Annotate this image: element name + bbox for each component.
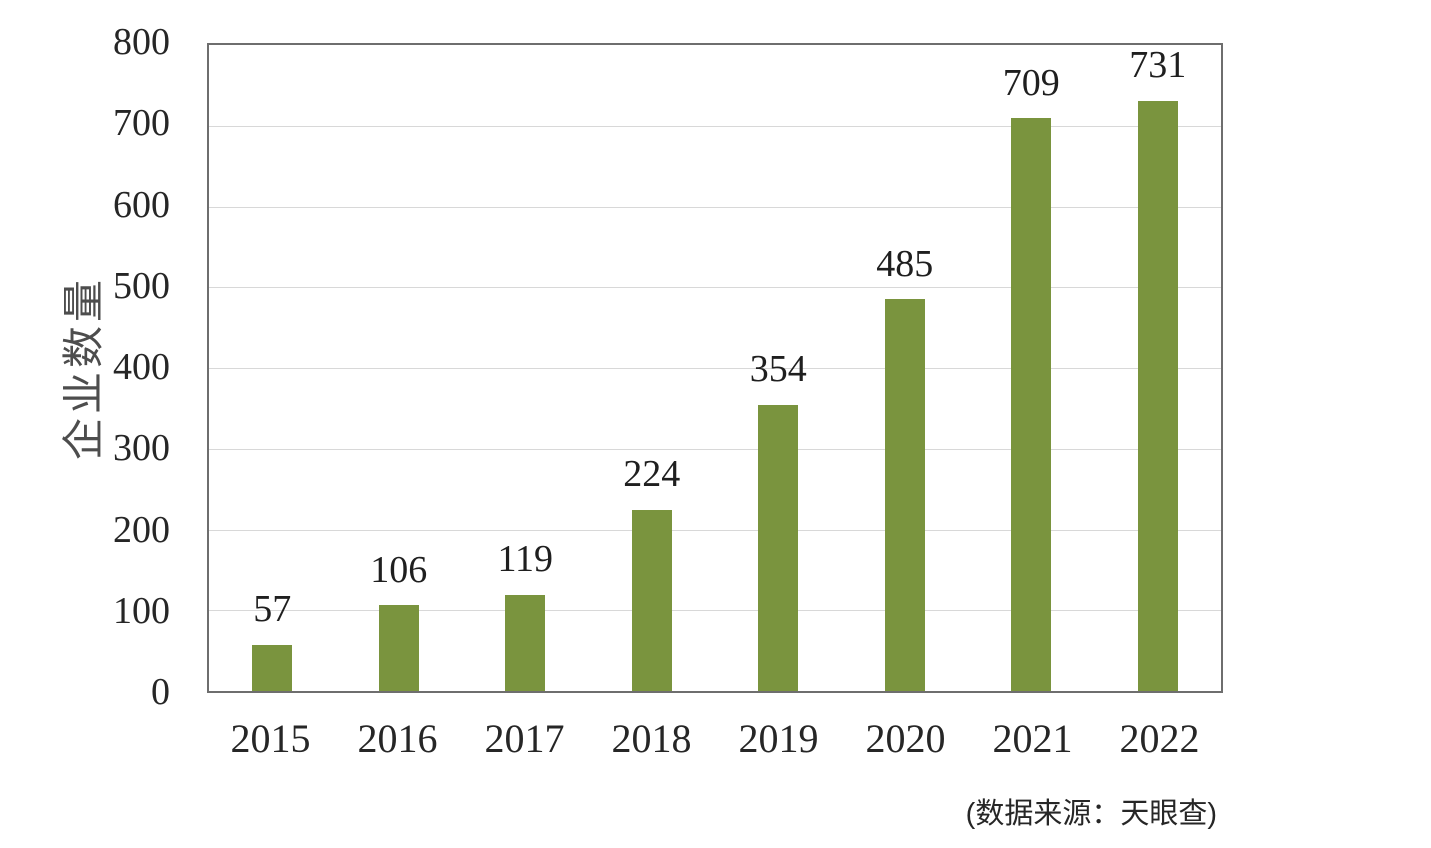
gridline [209,287,1221,289]
bar-2015 [252,644,293,691]
bar-slot: 119 [462,45,589,691]
y-tick-label: 0 [151,671,170,714]
data-label: 224 [623,453,681,496]
y-tick-label: 600 [113,183,170,226]
y-tick-label: 300 [113,427,170,470]
bar-2021 [1011,118,1052,691]
x-axis-labels: 2015 2016 2017 2018 2019 2020 2021 2022 [207,715,1223,763]
x-tick-label: 2019 [738,716,819,761]
bar-slot: 106 [336,45,463,691]
x-tick-label: 2017 [484,716,565,761]
bar-slot: 57 [209,45,336,691]
y-tick-label: 500 [113,264,170,307]
x-tick-label: 2021 [992,716,1073,761]
data-label: 485 [876,242,934,285]
data-label: 119 [497,538,554,581]
x-tick-label: 2018 [611,716,692,761]
gridline [209,610,1221,612]
bar-slot: 731 [1095,43,1222,691]
gridline [209,206,1221,208]
data-label: 354 [749,348,807,391]
source-note: (数据来源：天眼查) [965,798,1217,830]
gridline [209,125,1221,127]
x-tick-label: 2020 [865,716,946,761]
bar-slot: 354 [715,45,842,691]
data-label: 731 [1129,43,1187,86]
gridline [209,448,1221,450]
bar-series: 57 106 119 224 354 485 709 731 [209,43,1222,691]
y-tick-label: 700 [113,102,170,145]
data-label: 57 [253,588,292,631]
x-tick-label: 2022 [1119,716,1200,761]
bar-slot: 709 [968,45,1095,691]
bar-2019 [758,405,799,691]
gridline [209,368,1221,369]
y-tick-label: 400 [113,346,170,389]
bar-2017 [505,594,546,691]
x-tick-label: 2015 [230,716,311,761]
plot-area: 57 106 119 224 354 485 709 731 [207,43,1223,693]
bar-slot: 485 [842,45,969,691]
data-label: 709 [1002,61,1060,104]
bar-2022 [1137,100,1178,691]
data-label: 106 [370,548,428,591]
bar-2018 [631,510,672,691]
y-axis-ticks: 0 100 200 300 400 500 600 700 800 [40,23,190,711]
bar-2016 [378,605,419,691]
y-tick-label: 800 [113,21,170,64]
gridline [209,529,1221,531]
y-tick-label: 100 [113,589,170,632]
bar-slot: 224 [589,45,716,691]
bar-2020 [884,299,925,691]
y-tick-label: 200 [113,508,170,551]
x-tick-label: 2016 [357,716,438,761]
